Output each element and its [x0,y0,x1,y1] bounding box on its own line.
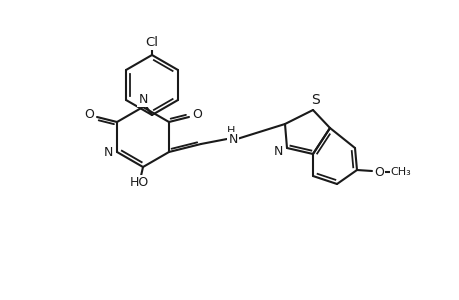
Text: H: H [226,126,235,136]
Text: N: N [228,133,237,146]
Text: S: S [311,93,319,107]
Text: O: O [84,107,94,121]
Text: Cl: Cl [145,35,158,49]
Text: O: O [191,107,202,121]
Text: O: O [373,166,383,178]
Text: N: N [103,146,112,158]
Text: CH₃: CH₃ [390,167,410,177]
Text: HO: HO [129,176,148,188]
Text: N: N [273,145,282,158]
Text: N: N [138,92,147,106]
